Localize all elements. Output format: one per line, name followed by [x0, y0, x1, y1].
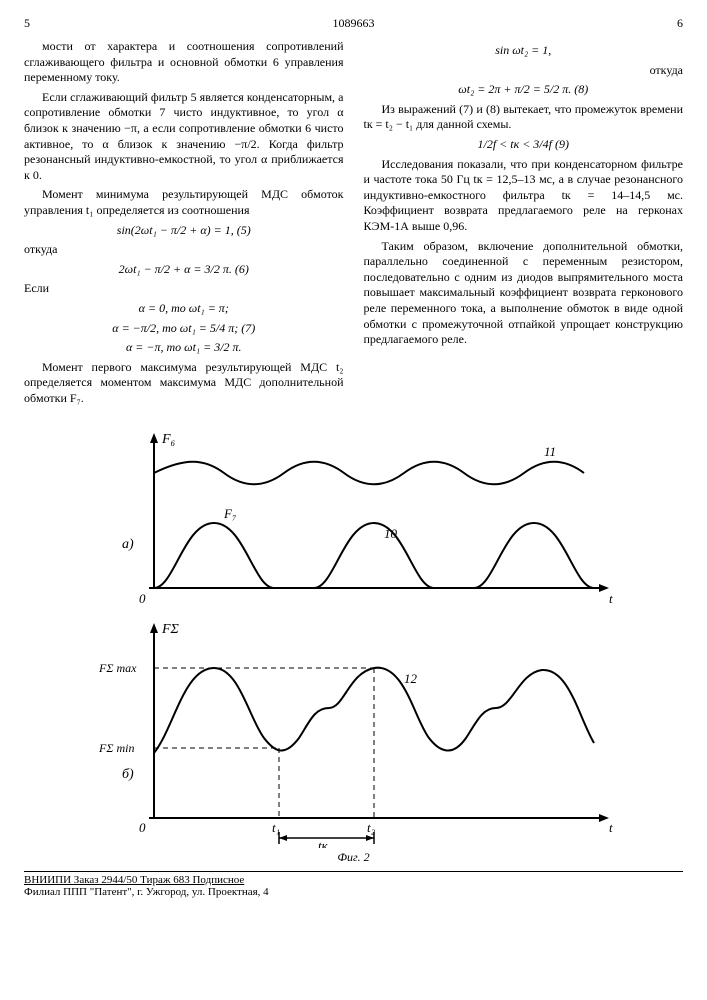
panel-a: F₆ 11 F₇ 10 a) 0 t: [122, 432, 613, 606]
equation-7a: α = 0, то ωt₁ = π;: [24, 301, 344, 317]
curve-10-label: 10: [384, 526, 398, 541]
curve-10: [154, 523, 594, 588]
para: Таким образом, включение дополнительной …: [364, 239, 684, 348]
para: Исследования показали, что при конденсат…: [364, 157, 684, 235]
curve-12-label: 12: [404, 671, 418, 686]
footer-line-2: Филиал ППП "Патент", г. Ужгород, ул. Про…: [24, 886, 683, 898]
para: Если сглаживающий фильтр 5 является конд…: [24, 90, 344, 184]
f7-label: F₇: [223, 506, 237, 521]
equation-6: 2ωt₁ − π/2 + α = 3/2 π. (6): [24, 262, 344, 278]
para: Из выражений (7) и (8) вытекает, что про…: [364, 102, 684, 133]
right-column: sin ωt₂ = 1, откуда ωt₂ = 2π + π/2 = 5/2…: [364, 39, 684, 410]
svg-text:0: 0: [139, 820, 146, 835]
label: откуда: [364, 63, 684, 79]
tk-label: tк: [318, 838, 329, 848]
page-num-left: 5: [24, 16, 30, 31]
label: Если: [24, 281, 344, 297]
equation-5: sin(2ωt₁ − π/2 + α) = 1, (5): [24, 223, 344, 239]
panel-b: FΣ FΣ max FΣ min 12 t₁ t₂ tк б) 0 t: [98, 622, 613, 848]
label: откуда: [24, 242, 344, 258]
equation-9: 1/2f < tк < 3/4f (9): [364, 137, 684, 153]
curve-11: [154, 462, 584, 485]
text-columns: мости от характера и соотношения сопроти…: [24, 39, 683, 410]
page-header: 5 1089663 6: [24, 16, 683, 31]
panel-b-label: б): [122, 767, 134, 782]
doc-number: 1089663: [333, 16, 375, 31]
page-num-right: 6: [677, 16, 683, 31]
para: Момент минимума результирующей МДС обмот…: [24, 187, 344, 218]
fmax-label: FΣ max: [98, 661, 137, 675]
para: Момент первого максимума результирующей …: [24, 360, 344, 407]
footer: ВНИИПИ Заказ 2944/50 Тираж 683 Подписное…: [24, 871, 683, 898]
equation-8: ωt₂ = 2π + π/2 = 5/2 π. (8): [364, 82, 684, 98]
panel-a-label: a): [122, 537, 134, 552]
svg-text:0: 0: [139, 591, 146, 606]
y-label-fsigma: FΣ: [161, 622, 180, 637]
left-column: мости от характера и соотношения сопроти…: [24, 39, 344, 410]
x-label-b: t: [609, 820, 613, 835]
curve-11-label: 11: [544, 444, 556, 459]
fmin-label: FΣ min: [98, 741, 134, 755]
para: мости от характера и соотношения сопроти…: [24, 39, 344, 86]
figure-caption: Фиг. 2: [24, 850, 683, 865]
x-label-a: t: [609, 591, 613, 606]
figure-2: F₆ 11 F₇ 10 a) 0 t FΣ FΣ max FΣ min 12 t…: [24, 418, 683, 865]
equation-sin: sin ωt₂ = 1,: [364, 43, 684, 59]
y-label-f6: F₆: [161, 432, 176, 447]
equation-7b: α = −π/2, то ωt₁ = 5/4 π; (7): [24, 321, 344, 337]
equation-7c: α = −π, то ωt₁ = 3/2 π.: [24, 340, 344, 356]
figure-svg: F₆ 11 F₇ 10 a) 0 t FΣ FΣ max FΣ min 12 t…: [74, 418, 634, 848]
footer-line-1: ВНИИПИ Заказ 2944/50 Тираж 683 Подписное: [24, 874, 683, 886]
